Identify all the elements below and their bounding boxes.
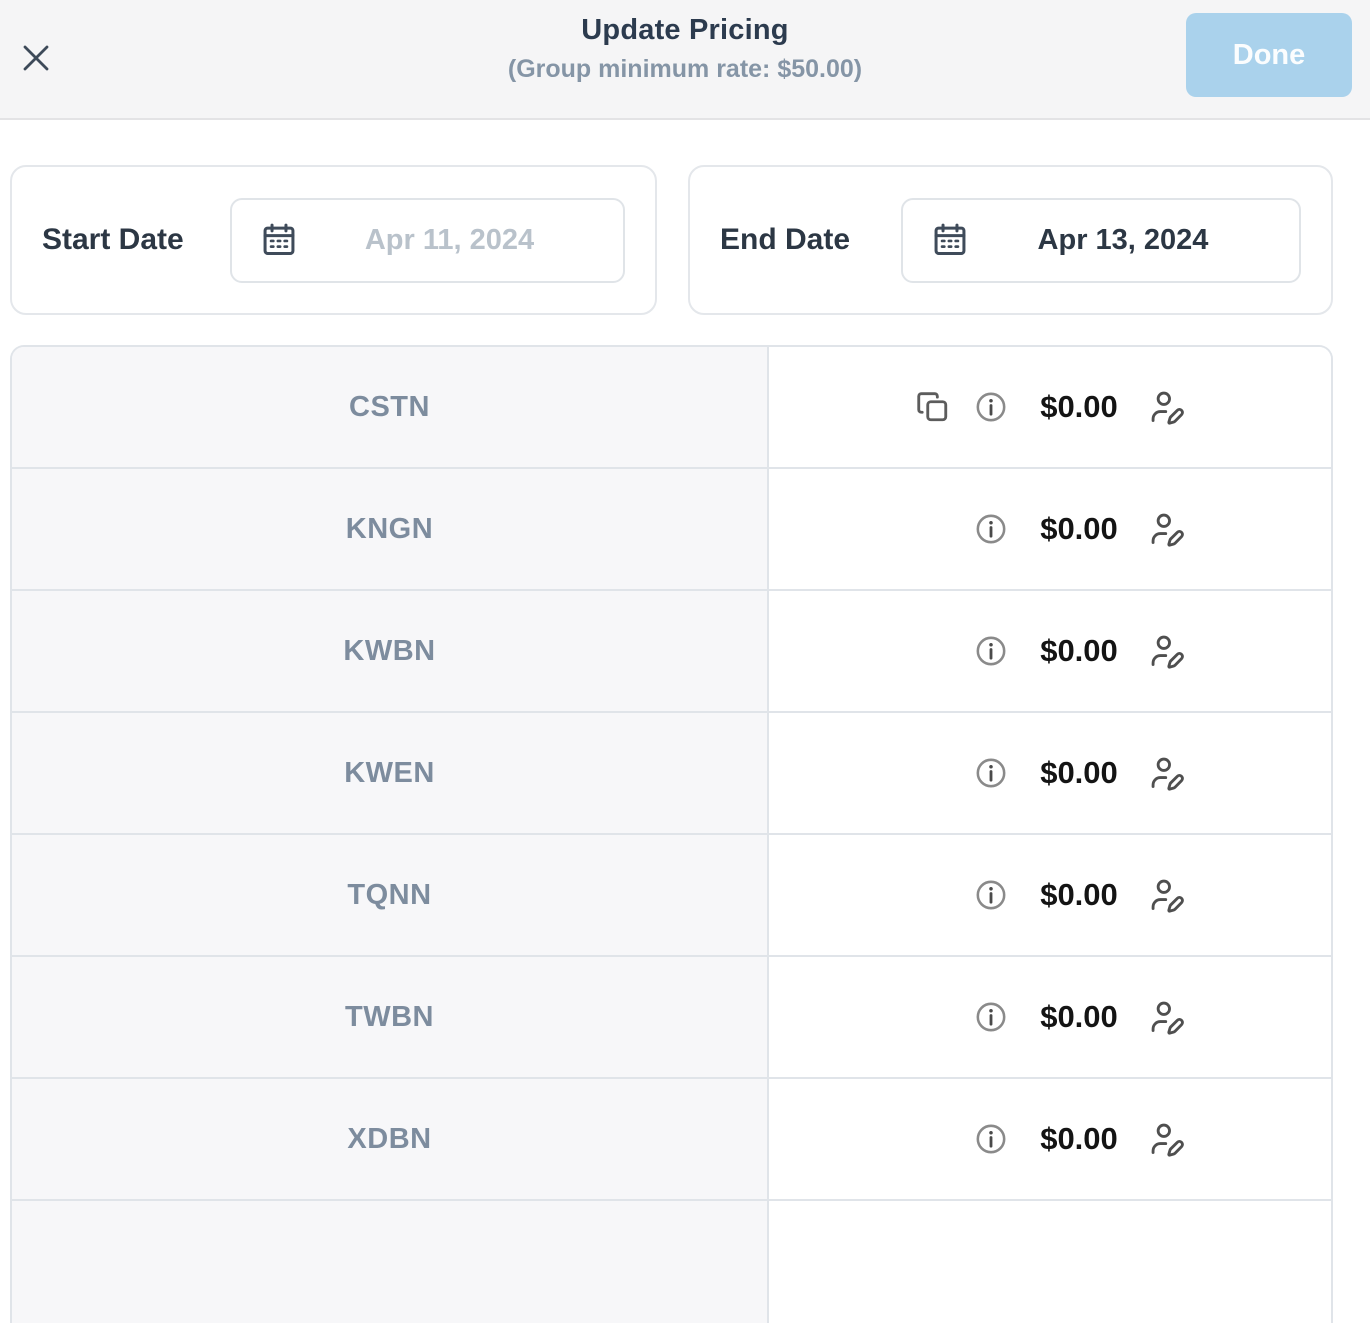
user-edit-icon	[1148, 754, 1186, 792]
page-subtitle: (Group minimum rate: $50.00)	[507, 55, 863, 83]
user-edit-icon	[1148, 632, 1186, 670]
room-code-label: XDBN	[347, 1122, 432, 1155]
end-date-field[interactable]	[901, 197, 1301, 283]
pricing-table: CSTN $0.00	[10, 345, 1333, 1323]
room-code-cell	[12, 1201, 769, 1323]
row-actions-cell: $0.00	[769, 591, 1331, 711]
user-edit-icon	[1148, 388, 1186, 426]
user-edit-icon	[1148, 998, 1186, 1036]
info-icon	[974, 634, 1008, 668]
table-row	[12, 1201, 1331, 1323]
edit-rate-button[interactable]	[1147, 753, 1187, 793]
info-button[interactable]	[971, 1119, 1011, 1159]
start-date-field[interactable]	[230, 197, 625, 283]
edit-rate-button[interactable]	[1147, 1119, 1187, 1159]
row-actions-cell: $0.00	[769, 1079, 1331, 1199]
table-row: CSTN $0.00	[12, 347, 1331, 469]
rate-value: $0.00	[1040, 389, 1118, 424]
start-date-input[interactable]	[298, 223, 601, 257]
row-actions-cell: $0.00	[769, 469, 1331, 589]
start-date-label: Start Date	[42, 223, 184, 256]
rate-value: $0.00	[1040, 633, 1118, 668]
table-row: TQNN $0.00	[12, 835, 1331, 957]
room-code-cell: KWEN	[12, 713, 769, 833]
end-date-label: End Date	[720, 223, 851, 256]
user-edit-icon	[1148, 876, 1186, 914]
room-code-cell: CSTN	[12, 347, 769, 467]
row-actions-cell: $0.00	[769, 957, 1331, 1077]
end-date-input[interactable]	[969, 223, 1277, 257]
room-code-label: KNGN	[345, 512, 434, 545]
room-code-cell: KNGN	[12, 469, 769, 589]
close-button[interactable]	[14, 36, 58, 80]
user-edit-icon	[1148, 510, 1186, 548]
info-icon	[974, 878, 1008, 912]
info-button[interactable]	[971, 997, 1011, 1037]
info-button[interactable]	[971, 387, 1011, 427]
info-icon	[974, 756, 1008, 790]
copy-icon	[915, 389, 951, 425]
end-date-card: End Date	[688, 165, 1333, 315]
room-code-label: TWBN	[345, 1000, 434, 1033]
info-icon	[974, 1122, 1008, 1156]
rate-value: $0.00	[1040, 877, 1118, 912]
done-button[interactable]: Done	[1186, 13, 1352, 97]
row-actions-cell: $0.00	[769, 835, 1331, 955]
room-code-label: CSTN	[349, 390, 430, 423]
room-code-cell: KWBN	[12, 591, 769, 711]
info-button[interactable]	[971, 875, 1011, 915]
room-code-label: KWEN	[344, 756, 435, 789]
close-icon	[16, 38, 56, 78]
info-button[interactable]	[971, 509, 1011, 549]
room-code-cell: TWBN	[12, 957, 769, 1077]
edit-rate-button[interactable]	[1147, 387, 1187, 427]
rate-value: $0.00	[1040, 1121, 1118, 1156]
table-row: KWBN $0.00	[12, 591, 1331, 713]
info-button[interactable]	[971, 753, 1011, 793]
info-button[interactable]	[971, 631, 1011, 671]
row-actions-cell	[769, 1201, 1331, 1323]
rate-value: $0.00	[1040, 999, 1118, 1034]
page-title: Update Pricing	[581, 14, 789, 46]
edit-rate-button[interactable]	[1147, 875, 1187, 915]
table-row: KNGN $0.00	[12, 469, 1331, 591]
edit-rate-button[interactable]	[1147, 997, 1187, 1037]
info-icon	[974, 512, 1008, 546]
table-row: KWEN $0.00	[12, 713, 1331, 835]
info-icon	[974, 1000, 1008, 1034]
start-date-card: Start Date	[10, 165, 657, 315]
user-edit-icon	[1148, 1120, 1186, 1158]
table-row: TWBN $0.00	[12, 957, 1331, 1079]
modal-header: Update Pricing (Group minimum rate: $50.…	[0, 0, 1370, 120]
room-code-label: TQNN	[347, 878, 432, 911]
rate-value: $0.00	[1040, 511, 1118, 546]
info-icon	[974, 390, 1008, 424]
row-actions-cell: $0.00	[769, 713, 1331, 833]
calendar-icon	[931, 221, 969, 259]
room-code-cell: TQNN	[12, 835, 769, 955]
room-code-cell: XDBN	[12, 1079, 769, 1199]
edit-rate-button[interactable]	[1147, 631, 1187, 671]
table-row: XDBN $0.00	[12, 1079, 1331, 1201]
calendar-icon	[260, 221, 298, 259]
edit-rate-button[interactable]	[1147, 509, 1187, 549]
copy-rate-button[interactable]	[913, 387, 953, 427]
room-code-label: KWBN	[343, 634, 436, 667]
date-range-section: Start Date End Date	[10, 165, 1333, 315]
rate-value: $0.00	[1040, 755, 1118, 790]
row-actions-cell: $0.00	[769, 347, 1331, 467]
